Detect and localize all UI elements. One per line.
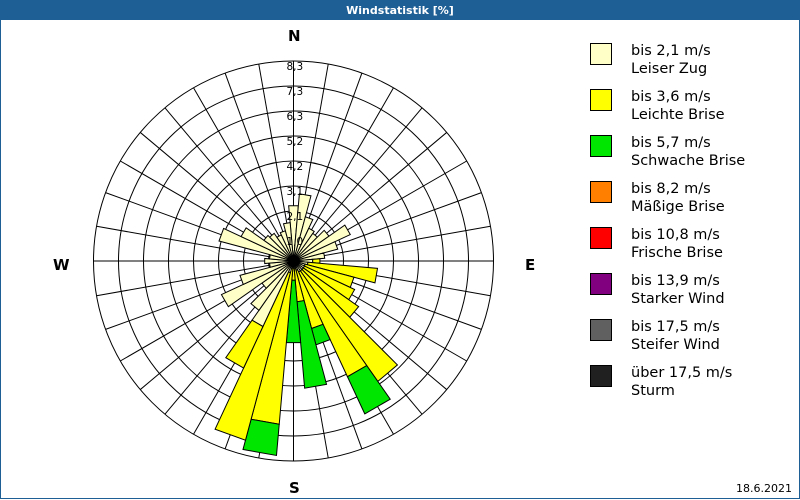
ring-label: 7,3 — [287, 86, 304, 98]
grid-spoke — [96, 260, 294, 297]
date-label: 18.6.2021 — [736, 482, 792, 495]
legend-name: Mäßige Brise — [631, 199, 725, 215]
wind-rose-chart: 1,0 2,1 3,1 4,2 5,2 6,3 7,3 8,3 — [93, 60, 494, 462]
compass-west-label: W — [53, 256, 70, 274]
ring-label: 6,3 — [287, 111, 304, 123]
legend-range: bis 8,2 m/s — [631, 181, 711, 197]
compass-east-label: E — [525, 256, 536, 274]
wind-sector-segment — [225, 319, 264, 369]
legend-name: Leiser Zug — [631, 61, 708, 77]
ring-label: 3,1 — [287, 186, 304, 198]
legend-name: Schwache Brise — [631, 153, 746, 169]
wind-sector-segment — [282, 222, 294, 262]
grid-spoke — [224, 72, 294, 262]
window-title: Windstatistik [%] — [0, 0, 800, 20]
legend-name: Steifer Wind — [631, 337, 720, 353]
legend-swatch — [590, 227, 612, 249]
wind-sector-segment — [242, 418, 280, 457]
compass-north-label: N — [288, 27, 301, 45]
wind-sector-segment — [296, 299, 328, 389]
wind-sector-segment — [239, 260, 294, 286]
legend-swatch — [590, 273, 612, 295]
legend-swatch — [590, 135, 612, 157]
legend-range: über 17,5 m/s — [631, 365, 733, 381]
legend-name: Leichte Brise — [631, 107, 725, 123]
legend-swatch — [590, 43, 612, 65]
legend-range: bis 5,7 m/s — [631, 135, 711, 151]
legend-swatch — [590, 181, 612, 203]
grid-spoke — [193, 87, 294, 262]
wind-sector-segment — [306, 261, 379, 284]
ring-label: 4,2 — [287, 161, 304, 173]
legend-name: Starker Wind — [631, 291, 725, 307]
legend-name: Sturm — [631, 383, 675, 399]
wind-sector-segment — [346, 364, 391, 415]
grid-spoke — [293, 225, 491, 262]
legend-swatch — [590, 89, 612, 111]
legend-range: bis 13,9 m/s — [631, 273, 720, 289]
ring-label: 5,2 — [287, 136, 304, 148]
legend-range: bis 2,1 m/s — [631, 43, 711, 59]
legend-range: bis 17,5 m/s — [631, 319, 720, 335]
grid-spoke — [96, 225, 294, 262]
legend-swatch — [590, 365, 612, 387]
ring-label: 2,1 — [287, 211, 304, 223]
legend-name: Frische Brise — [631, 245, 723, 261]
legend-range: bis 3,6 m/s — [631, 89, 711, 105]
wind-sector-segment — [214, 271, 291, 441]
legend-swatch — [590, 319, 612, 341]
legend-range: bis 10,8 m/s — [631, 227, 720, 243]
center-hub — [288, 256, 299, 266]
compass-south-label: S — [289, 479, 300, 497]
ring-label: 1,0 — [287, 236, 304, 248]
ring-label: 8,3 — [287, 61, 304, 73]
